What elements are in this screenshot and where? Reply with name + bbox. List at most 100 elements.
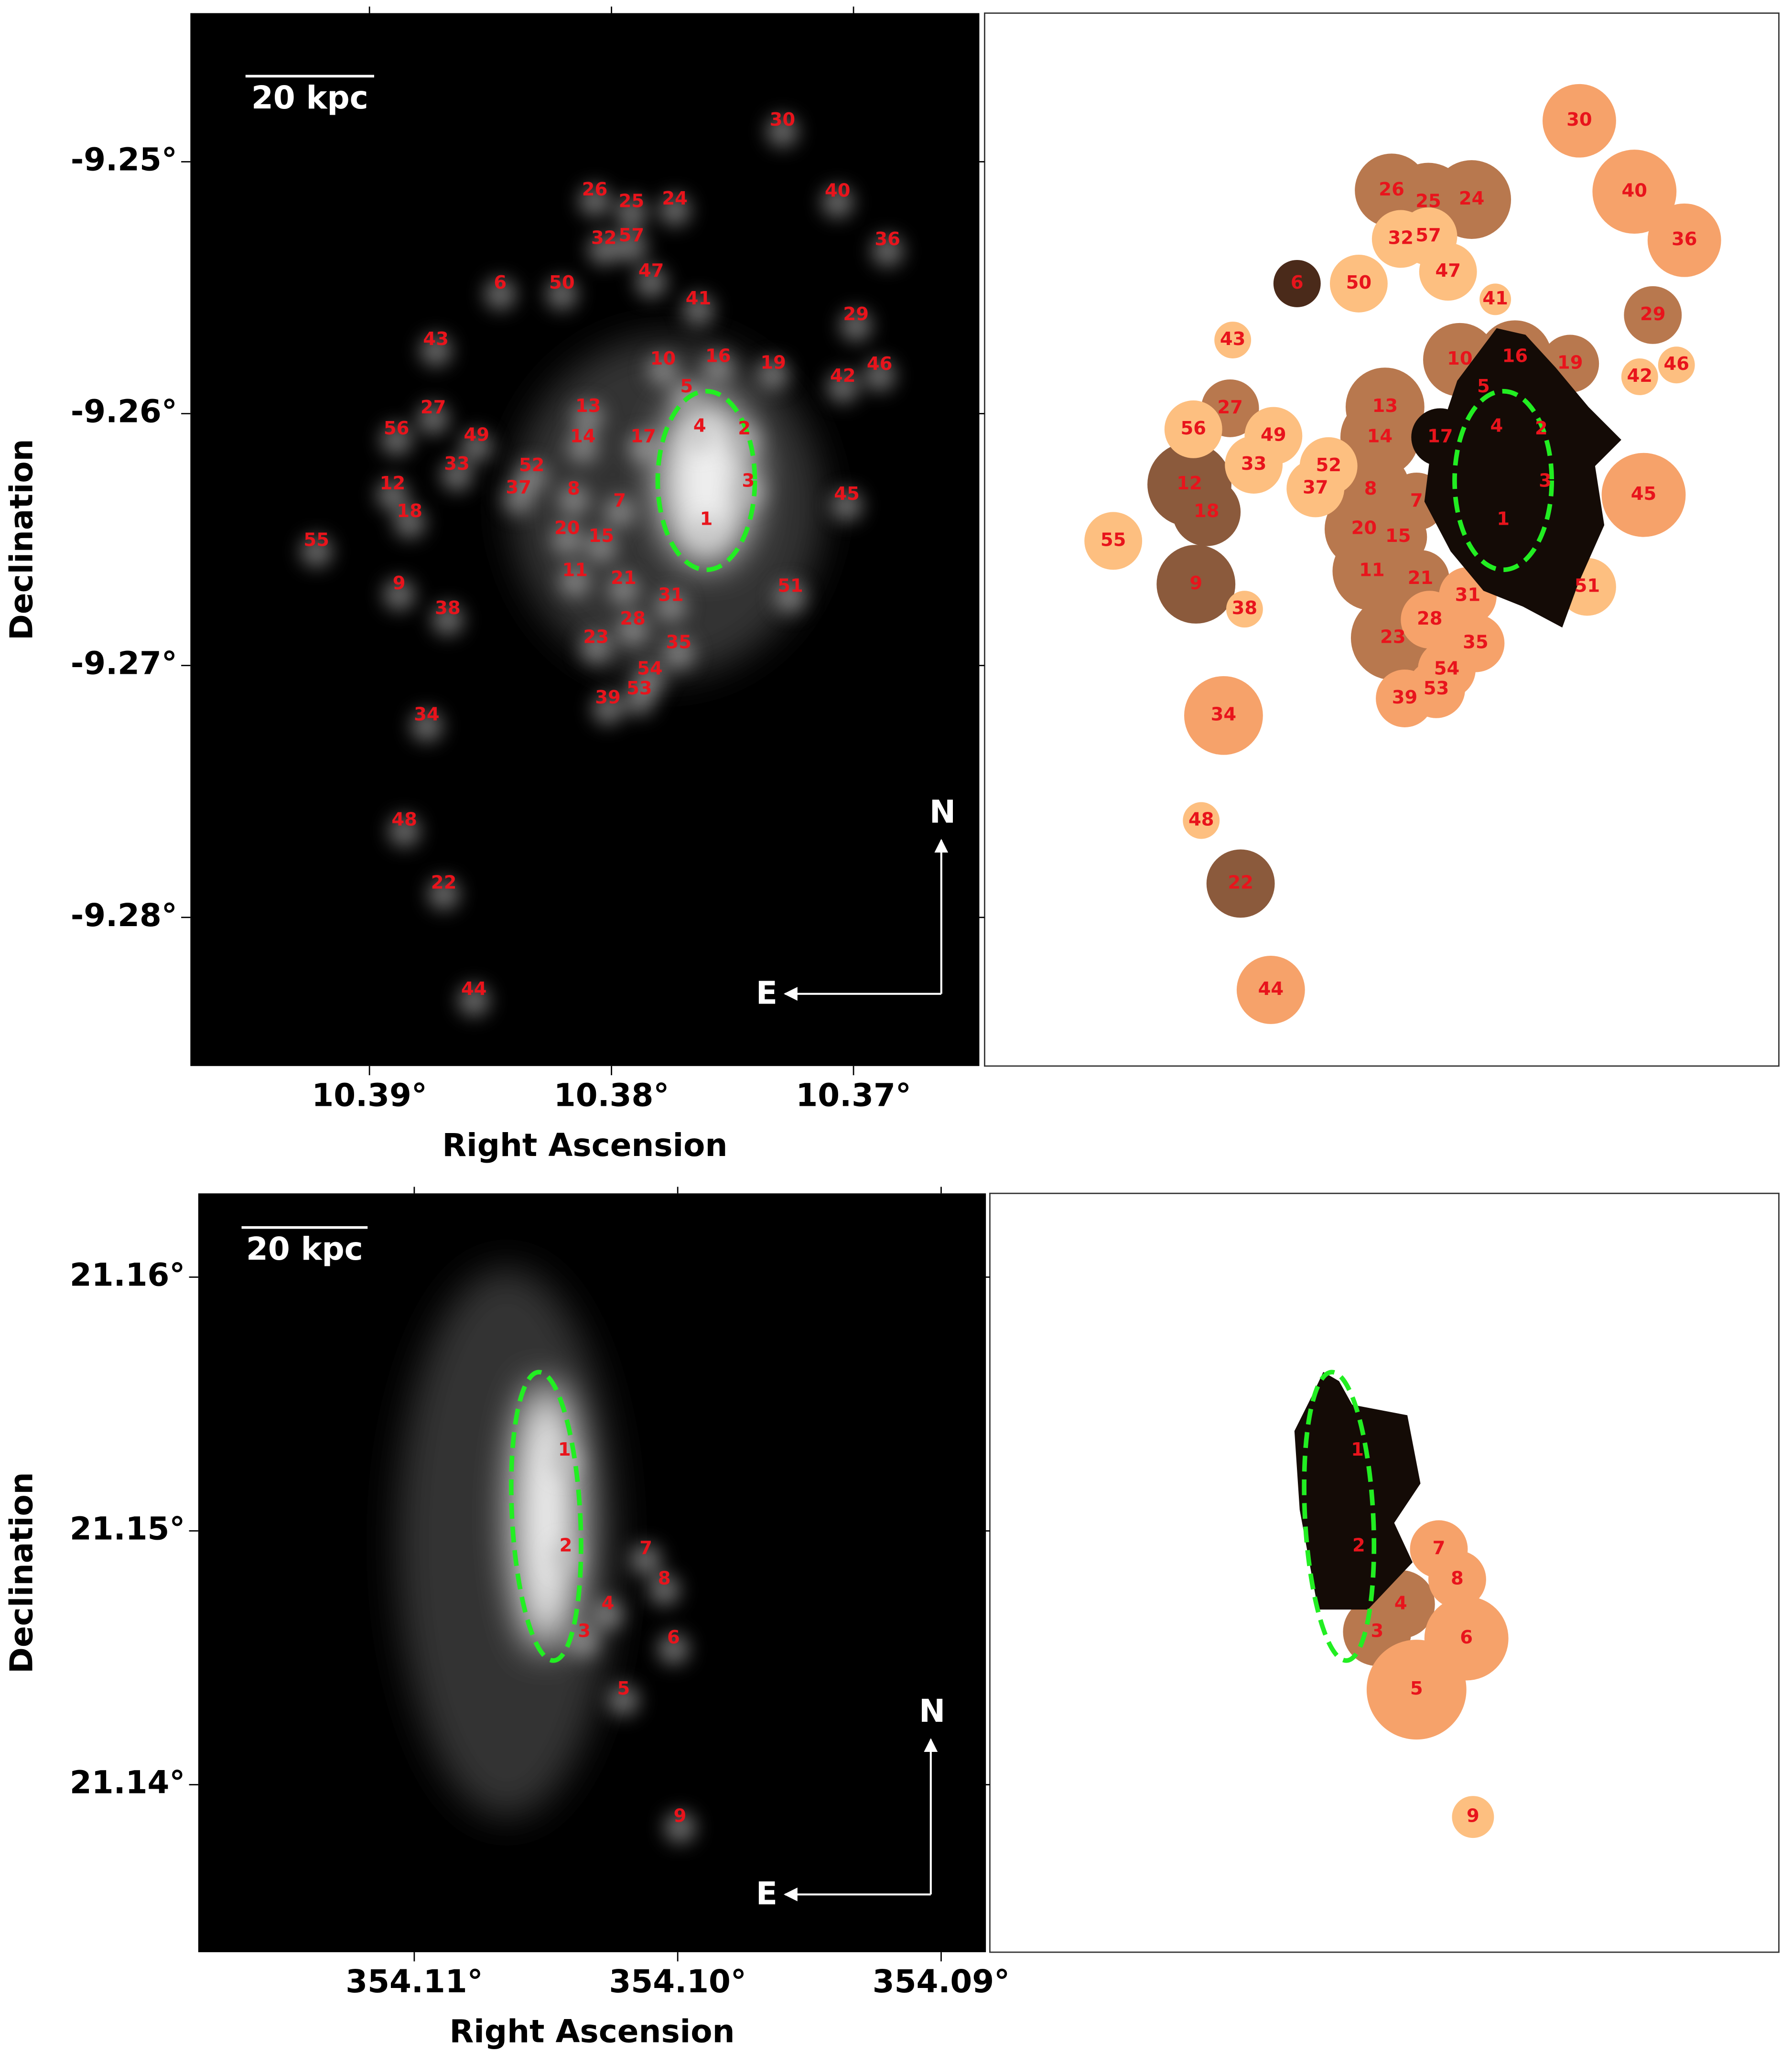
region-label: 24 (662, 188, 688, 209)
source-glow (417, 403, 449, 435)
region-label: 40 (1622, 180, 1648, 202)
region-label: 45 (834, 483, 860, 505)
region-label: 32 (591, 227, 617, 248)
source-glow (840, 310, 872, 342)
source-glow (647, 354, 679, 386)
region-label: 2 (1535, 418, 1548, 439)
segment (1355, 153, 1429, 227)
region-label: 13 (1372, 395, 1398, 417)
source-glow (655, 591, 687, 623)
region-label: 44 (1258, 978, 1284, 1000)
source-glow (627, 432, 659, 464)
region-label: 56 (1180, 418, 1206, 439)
region-label: 1 (1497, 508, 1510, 529)
region-label: 34 (414, 704, 440, 725)
segment (1226, 591, 1263, 628)
region-label: 10 (650, 348, 676, 369)
region-label: 3 (1539, 470, 1552, 492)
source-glow (604, 496, 636, 528)
region-label: 16 (705, 346, 731, 367)
region-label: 3 (578, 1620, 591, 1642)
region-label: 11 (562, 560, 588, 581)
region-label: 18 (397, 500, 422, 522)
source-glow (634, 664, 666, 696)
region-label: 9 (393, 572, 406, 594)
region-label: 9 (1189, 572, 1202, 594)
region-label: 4 (1490, 415, 1503, 436)
source-glow (389, 815, 421, 847)
y-tick-label: 21.15° (70, 1511, 185, 1547)
segment (1299, 437, 1358, 495)
segment (1324, 489, 1403, 569)
source-glow (588, 234, 620, 265)
region-label: 26 (1379, 179, 1404, 200)
segment (1340, 398, 1419, 477)
region-label: 23 (1380, 626, 1406, 648)
segment (1236, 955, 1305, 1024)
x-tick-label: 10.38° (554, 1077, 669, 1114)
region-label: 3 (742, 470, 755, 492)
region-label: 46 (1663, 353, 1689, 375)
x-tick-label: 354.09° (873, 1963, 1010, 2000)
source-glow (617, 614, 649, 646)
region-label: 55 (303, 529, 329, 551)
region-label: 42 (830, 365, 856, 387)
x-tick-label: 10.39° (312, 1077, 427, 1114)
region-label: 29 (843, 303, 869, 325)
scale-bar-label: 20 kpc (251, 79, 368, 116)
compass-north: N (929, 793, 956, 830)
region-label: 14 (570, 425, 596, 447)
region-label: 27 (1217, 397, 1243, 418)
source-glow (592, 693, 624, 725)
source-glow (579, 185, 611, 217)
source-glow (607, 573, 639, 605)
source-glow (664, 1812, 696, 1844)
region-label: 11 (1359, 560, 1385, 581)
segment (1172, 477, 1241, 546)
region-label: 5 (680, 376, 693, 397)
compass-east: E (756, 1875, 777, 1912)
region-label: 9 (1467, 1805, 1479, 1827)
source-glow (428, 878, 460, 910)
region-label: 38 (435, 597, 461, 619)
segment (1164, 400, 1222, 458)
source-glow (420, 335, 452, 367)
region-label: 13 (575, 395, 601, 417)
source-glow (872, 235, 904, 267)
region-label: 50 (1346, 272, 1372, 293)
region-label: 25 (1415, 191, 1441, 212)
region-label: 30 (770, 109, 796, 130)
region-label: 24 (1459, 188, 1485, 209)
region-label: 47 (638, 260, 664, 281)
source-glow (394, 507, 426, 539)
region-label: 5 (1410, 1678, 1423, 1699)
region-label: 57 (1415, 225, 1441, 246)
region-label: 36 (874, 228, 900, 250)
region-label: 20 (1351, 518, 1377, 539)
source-glow (630, 1544, 662, 1576)
segment (1621, 358, 1658, 395)
x-tick-label: 10.37° (796, 1077, 911, 1114)
region-label: 57 (619, 225, 645, 246)
region-label: 30 (1566, 109, 1592, 130)
region-label: 34 (1211, 704, 1237, 725)
region-label: 31 (658, 584, 684, 606)
segment (1452, 1796, 1494, 1838)
region-label: 48 (391, 809, 417, 831)
segment (1658, 346, 1695, 384)
region-label: 1 (700, 508, 713, 529)
source-glow (607, 1684, 639, 1716)
source-glow (658, 1633, 690, 1665)
scale-bar-label: 20 kpc (246, 1231, 363, 1267)
segment (1184, 676, 1263, 755)
source-glow (572, 401, 604, 433)
region-label: 6 (1460, 1627, 1473, 1648)
region-label: 17 (1427, 425, 1453, 447)
region-label: 25 (619, 191, 645, 212)
region-label: 16 (1502, 346, 1528, 367)
region-label: 12 (380, 473, 406, 494)
source-glow (684, 421, 716, 453)
region-label: 52 (1316, 454, 1341, 476)
region-label: 4 (1394, 1593, 1407, 1614)
y-axis-label: Declination (3, 1472, 40, 1673)
